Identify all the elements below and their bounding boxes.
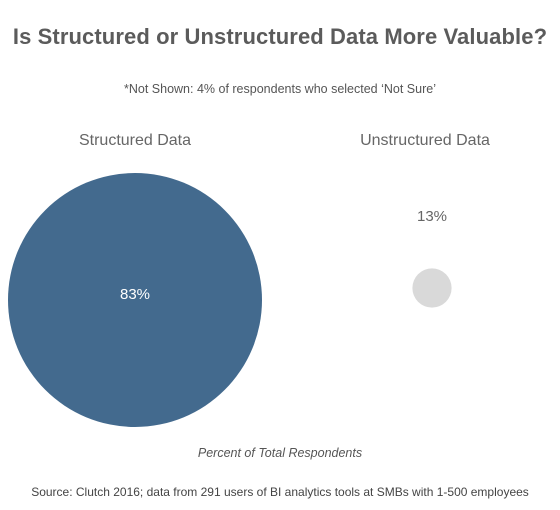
bubble-unstructured	[412, 268, 452, 308]
bubble-structured	[8, 173, 262, 427]
value-label-structured: 83%	[119, 286, 151, 303]
source-note: Source: Clutch 2016; data from 291 users…	[31, 485, 529, 499]
chart-subtitle: *Not Shown: 4% of respondents who select…	[124, 82, 436, 96]
category-label-unstructured: Unstructured Data	[360, 132, 490, 149]
category-label-structured: Structured Data	[78, 132, 192, 149]
x-axis-label: Percent of Total Respondents	[197, 446, 363, 460]
value-label-unstructured: 13%	[416, 208, 448, 225]
chart-title: Is Structured or Unstructured Data More …	[12, 24, 548, 49]
